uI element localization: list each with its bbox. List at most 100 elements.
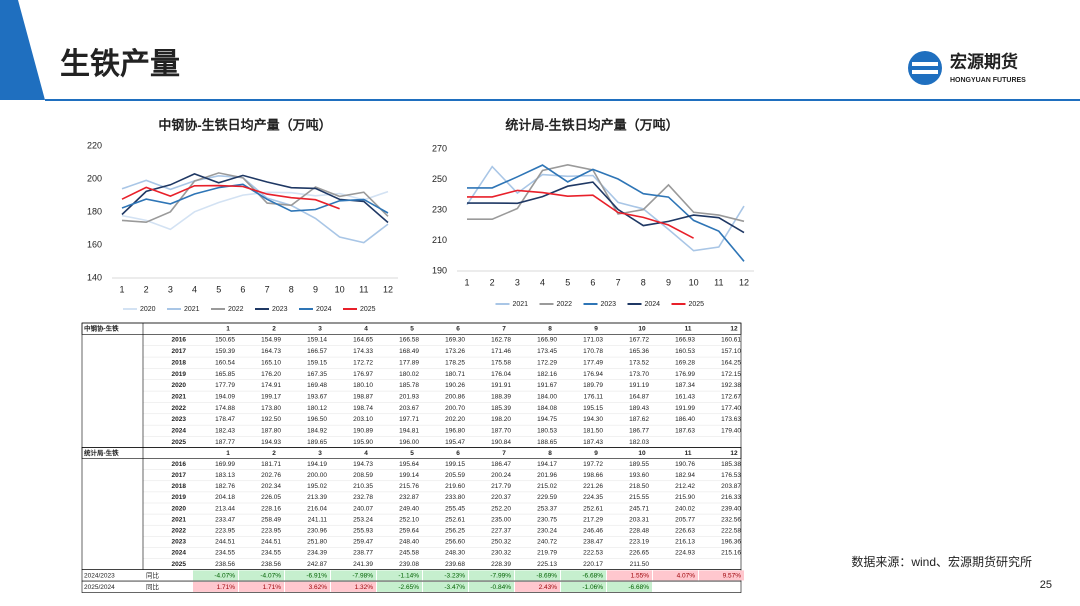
table-cell: 189.55 (629, 461, 649, 468)
table-cell: 169.28 (675, 359, 695, 366)
table-cell: 171.03 (583, 337, 603, 344)
table-cell: 222.53 (583, 550, 603, 557)
yoy-sub: 同比 (146, 570, 160, 579)
table-cell: 178.47 (215, 416, 235, 423)
table-cell: 187.63 (675, 428, 695, 435)
source: 数据来源：wind、宏源期货研究所 (851, 554, 1032, 569)
table-cell: 161.43 (675, 393, 695, 400)
table-cell: 240.02 (675, 505, 695, 512)
table-cell: 245.71 (629, 505, 649, 512)
row-year: 2023 (172, 539, 187, 546)
table-cell: 182.03 (629, 439, 649, 446)
column-header: 9 (594, 325, 598, 332)
table-cell: 180.71 (445, 371, 465, 378)
x-tick-label: 3 (515, 277, 520, 287)
table-cell: 248.40 (399, 539, 419, 546)
table-cell: 241.11 (308, 516, 328, 523)
yoy-cell-bg (469, 581, 514, 592)
x-tick-label: 7 (616, 277, 621, 287)
table-cell: 238.56 (261, 561, 281, 568)
row-year: 2018 (172, 359, 187, 366)
table-cell: 233.47 (215, 516, 235, 523)
table-cell: 215.90 (675, 494, 695, 501)
yoy-cell-bg (607, 581, 652, 592)
table-cell: 220.17 (583, 561, 603, 568)
series-line (467, 164, 745, 262)
table-cell: 191.67 (537, 382, 557, 389)
yoy-cell: -6.68% (628, 584, 649, 591)
table-cell: 255.45 (445, 505, 465, 512)
table-cell: 223.19 (629, 539, 649, 546)
table-cell: 174.33 (353, 348, 373, 355)
table-cell: 162.78 (491, 337, 511, 344)
table-cell: 177.79 (215, 382, 235, 389)
table-cell: 234.55 (215, 550, 235, 557)
table-cell: 203.87 (721, 483, 741, 490)
table-cell: 200.70 (445, 405, 465, 412)
table-cell: 175.58 (491, 359, 511, 366)
table-cell: 201.93 (399, 393, 419, 400)
table-cell: 185.38 (721, 461, 741, 468)
column-header: 5 (410, 450, 414, 457)
legend-label: 2023 (601, 301, 617, 308)
table-cell: 222.58 (721, 527, 741, 534)
series-line (467, 189, 694, 239)
table-cell: 218.50 (629, 483, 649, 490)
table-cell: 226.05 (261, 494, 281, 501)
table-cell: 229.59 (537, 494, 557, 501)
yoy-cell-bg (377, 570, 422, 581)
table-cell: 241.39 (353, 561, 373, 568)
table-cell: 198.74 (353, 405, 373, 412)
table-cell: 227.37 (491, 527, 511, 534)
column-header: 1 (226, 325, 230, 332)
page-number: 25 (1040, 579, 1052, 591)
table-cell: 258.49 (261, 516, 281, 523)
table-cell: 182.43 (215, 428, 235, 435)
column-header: 7 (502, 325, 506, 332)
x-tick-label: 5 (565, 277, 570, 287)
table-cell: 226.65 (629, 550, 649, 557)
table-cell: 240.72 (537, 539, 557, 546)
legend-label: 2020 (140, 306, 156, 313)
table-cell: 238.56 (215, 561, 235, 568)
yoy-cell: -8.69% (536, 572, 557, 579)
table-cell: 164.25 (721, 359, 741, 366)
table-cell: 176.97 (353, 371, 373, 378)
table-cell: 217.29 (583, 516, 603, 523)
table-cell: 195.90 (353, 439, 373, 446)
table-cell: 172.72 (353, 359, 373, 366)
table-cell: 167.35 (307, 371, 327, 378)
yoy-cell: 2.43% (539, 584, 558, 591)
table-cell: 244.51 (215, 539, 235, 546)
table-cell: 213.44 (215, 505, 235, 512)
series-line (121, 190, 389, 231)
table-cell: 215.02 (537, 483, 557, 490)
yoy-cell: -3.23% (444, 572, 465, 579)
table-cell: 182.16 (537, 371, 557, 378)
column-header: 3 (318, 325, 322, 332)
table-cell: 193.60 (629, 472, 649, 479)
series-line (121, 173, 389, 224)
x-tick-label: 1 (119, 284, 124, 294)
table-cell: 172.67 (721, 393, 741, 400)
row-year: 2024 (172, 550, 187, 557)
table-cell: 169.99 (215, 461, 235, 468)
table-cell: 181.71 (261, 461, 281, 468)
table-cell: 160.53 (675, 348, 695, 355)
logo-name: 宏源期货 (950, 51, 1018, 71)
table-cell: 259.47 (353, 539, 373, 546)
table-cell: 159.15 (307, 359, 327, 366)
table-cell: 199.15 (445, 461, 465, 468)
table-cell: 239.08 (399, 561, 419, 568)
table-cell: 196.00 (399, 439, 419, 446)
table-cell: 194.17 (537, 461, 557, 468)
table-cell: 164.73 (261, 348, 281, 355)
legend-label: 2025 (360, 306, 376, 313)
x-tick-label: 4 (192, 284, 197, 294)
row-year: 2022 (172, 527, 187, 534)
table-cell: 194.81 (399, 428, 419, 435)
yoy-cell: -7.99% (490, 572, 511, 579)
x-tick-label: 2 (490, 277, 495, 287)
table-cell: 180.10 (353, 382, 373, 389)
table-cell: 226.63 (675, 527, 695, 534)
